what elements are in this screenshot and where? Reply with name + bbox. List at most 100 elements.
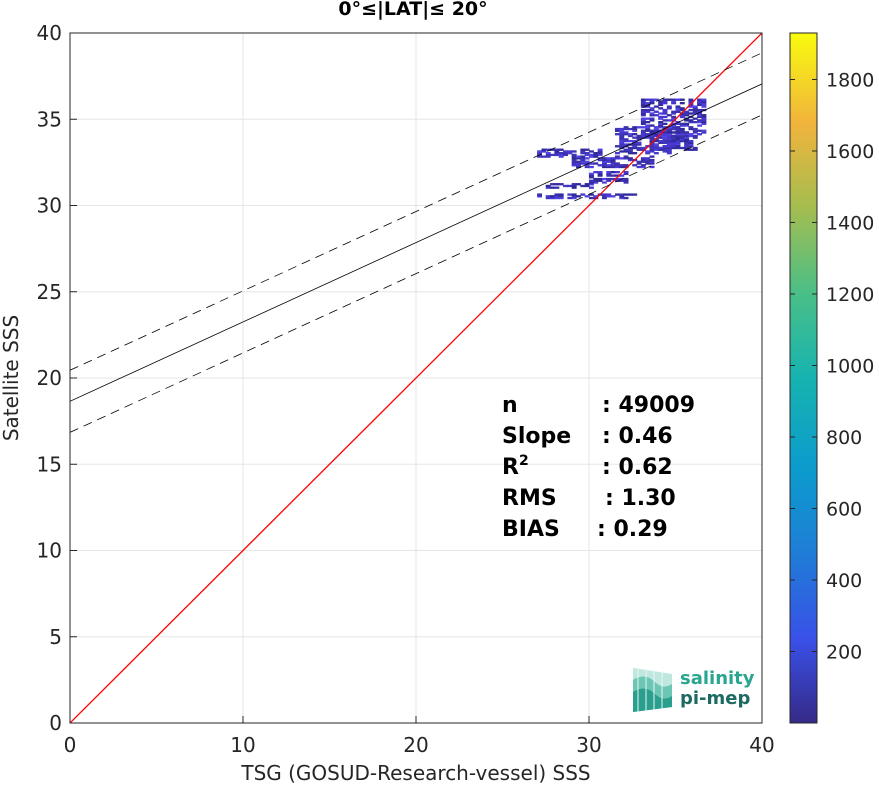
density-cell	[627, 146, 633, 150]
density-cell	[697, 114, 703, 117]
density-cell	[580, 148, 586, 151]
density-cell	[632, 152, 638, 155]
density-cell	[645, 129, 651, 132]
density-cell	[576, 160, 581, 163]
density-cell	[623, 157, 629, 160]
density-cell	[640, 102, 646, 105]
chart-title: 0°≤|LAT|≤ 20°	[338, 0, 487, 20]
density-cell	[636, 146, 642, 150]
density-cell	[649, 155, 655, 158]
density-cell	[614, 193, 620, 196]
density-cell	[701, 129, 707, 132]
density-cell	[658, 102, 664, 105]
density-cell	[697, 108, 703, 112]
density-cell	[554, 195, 560, 198]
density-cell	[619, 145, 625, 148]
density-cell	[701, 114, 707, 117]
density-cell	[671, 145, 677, 148]
density-cell	[576, 162, 581, 165]
density-cell	[675, 127, 681, 131]
density-cell	[645, 105, 651, 108]
density-cell	[589, 193, 594, 196]
density-cell	[636, 143, 642, 146]
density-cell	[584, 164, 590, 167]
density-cell	[679, 102, 685, 105]
density-cell	[645, 110, 651, 113]
density-cell	[671, 126, 677, 129]
density-cell	[640, 117, 646, 120]
density-cell	[675, 108, 681, 112]
density-cell	[589, 162, 594, 165]
density-cell	[593, 195, 599, 198]
density-cell	[666, 141, 672, 144]
density-cell	[632, 146, 638, 150]
density-cell	[567, 152, 573, 155]
density-cell	[649, 146, 655, 150]
density-cell	[601, 193, 607, 196]
stat-label: BIAS	[502, 517, 560, 542]
density-cell	[580, 155, 586, 158]
density-cell	[636, 162, 642, 165]
density-cell	[627, 139, 633, 143]
x-axis-label: TSG (GOSUD-Research-vessel) SSS	[240, 761, 590, 785]
density-cell	[640, 129, 646, 132]
density-cell	[614, 162, 620, 165]
density-cell	[653, 138, 659, 141]
density-cell	[554, 153, 560, 157]
density-cell	[632, 127, 638, 131]
density-cell	[645, 136, 651, 139]
density-cell	[632, 133, 638, 136]
x-tick-label: 40	[749, 733, 774, 757]
density-cell	[619, 136, 625, 139]
density-cell	[679, 131, 685, 134]
density-cell	[666, 127, 672, 131]
colorbar-tick-label: 200	[826, 641, 862, 663]
density-cell	[649, 100, 655, 103]
density-cell	[554, 183, 560, 186]
density-cell	[640, 98, 646, 101]
density-cell	[623, 179, 629, 182]
density-cell	[627, 150, 633, 153]
density-cell	[653, 146, 659, 150]
density-cell	[614, 133, 620, 136]
density-cell	[671, 122, 677, 126]
density-cell	[623, 196, 629, 200]
density-cell	[675, 146, 681, 150]
density-cell	[606, 157, 612, 160]
density-cell	[662, 112, 668, 115]
density-cell	[649, 124, 655, 127]
density-cell	[692, 105, 698, 108]
density-cell	[584, 184, 590, 188]
density-cell	[589, 176, 594, 179]
density-cell	[649, 139, 655, 143]
density-cell	[593, 171, 599, 174]
density-cell	[571, 160, 577, 163]
density-cell	[684, 133, 690, 136]
density-cell	[688, 120, 694, 124]
density-cell	[614, 157, 620, 160]
density-cell	[571, 157, 577, 160]
density-cell	[554, 193, 560, 196]
density-cell	[675, 136, 681, 139]
density-cell	[658, 124, 664, 127]
density-cell	[645, 102, 651, 105]
density-cell	[550, 183, 555, 186]
density-cell	[541, 155, 547, 158]
density-cell	[649, 107, 655, 110]
density-cell	[675, 105, 681, 108]
stat-value: : 49009	[602, 393, 695, 418]
density-cell	[671, 102, 677, 105]
density-cell	[684, 134, 690, 138]
density-cell	[619, 164, 625, 167]
y-tick-label: 20	[37, 366, 62, 390]
density-cell	[662, 131, 668, 134]
density-cell	[692, 129, 698, 132]
density-cell	[662, 100, 668, 103]
density-cell	[614, 129, 620, 132]
density-cell	[619, 193, 625, 196]
density-cell	[658, 112, 664, 115]
density-cell	[679, 134, 685, 138]
density-cell	[697, 98, 703, 101]
density-cell	[632, 136, 638, 139]
